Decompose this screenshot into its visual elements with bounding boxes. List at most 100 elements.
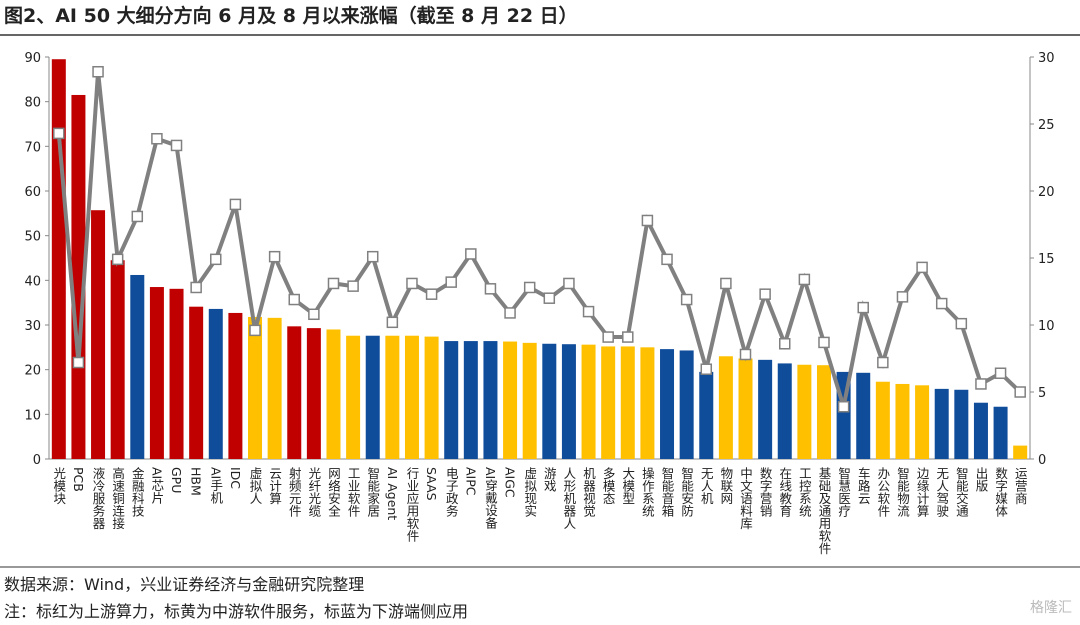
x-tick-label: 光模块 bbox=[51, 467, 66, 505]
x-tick-label: PCB bbox=[71, 467, 86, 492]
x-tick-label: GPU bbox=[169, 467, 184, 493]
y2-tick-label: 15 bbox=[1038, 252, 1055, 267]
x-tick-label: 虚拟人 bbox=[248, 467, 263, 505]
x-tick-label: 工控系统 bbox=[797, 467, 812, 518]
line-marker bbox=[798, 273, 811, 286]
bar bbox=[483, 341, 498, 459]
bar bbox=[306, 328, 321, 459]
line-marker bbox=[406, 277, 418, 290]
y2-tick-label: 20 bbox=[1038, 185, 1055, 200]
y2-tick-label: 10 bbox=[1038, 319, 1055, 334]
bar bbox=[130, 274, 145, 459]
bar bbox=[679, 350, 694, 459]
line-marker bbox=[386, 316, 399, 329]
line-marker bbox=[366, 250, 379, 263]
line-marker bbox=[151, 132, 163, 145]
x-tick-label: AIGC bbox=[503, 467, 518, 498]
line-marker bbox=[53, 127, 65, 140]
x-tick-label: 大模型 bbox=[620, 467, 635, 505]
line-marker bbox=[994, 367, 1007, 379]
y-tick-label: 0 bbox=[33, 453, 41, 468]
bar bbox=[189, 306, 204, 459]
bar bbox=[503, 341, 518, 459]
line-marker bbox=[877, 356, 889, 369]
bar bbox=[915, 385, 930, 459]
line-marker bbox=[268, 250, 281, 263]
y2-tick-label: 0 bbox=[1038, 453, 1046, 468]
bar bbox=[816, 365, 831, 459]
line-marker bbox=[700, 363, 713, 375]
y-tick-label: 40 bbox=[24, 274, 41, 289]
bar bbox=[660, 349, 675, 459]
y-tick-label: 20 bbox=[24, 364, 41, 379]
line-marker bbox=[779, 338, 791, 350]
line bbox=[56, 71, 1022, 408]
bar bbox=[248, 316, 263, 459]
line-marker bbox=[916, 261, 928, 274]
bar bbox=[149, 287, 164, 459]
bar bbox=[91, 210, 106, 459]
y2-tick-label: 25 bbox=[1038, 118, 1055, 133]
bar bbox=[1013, 445, 1028, 459]
line-marker bbox=[563, 277, 575, 290]
x-tick-label: 车路云 bbox=[856, 466, 871, 505]
line-marker bbox=[347, 280, 359, 292]
bar bbox=[561, 344, 576, 459]
x-tick-label: HBM bbox=[189, 467, 204, 496]
line-marker bbox=[857, 301, 869, 314]
line-marker bbox=[92, 65, 104, 78]
bar bbox=[934, 388, 949, 459]
line-marker bbox=[308, 308, 320, 321]
y-tick-label: 30 bbox=[24, 319, 41, 334]
bar bbox=[51, 59, 66, 459]
x-tick-label: 数字营销 bbox=[758, 466, 773, 517]
x-tick-label: 云计算 bbox=[267, 467, 282, 505]
x-tick-label: SAAS bbox=[424, 467, 439, 501]
line-marker bbox=[641, 214, 654, 227]
bar bbox=[895, 383, 910, 459]
x-tick-label: AI手机 bbox=[208, 467, 223, 505]
line-marker bbox=[170, 139, 183, 152]
x-tick-label: 智能物流 bbox=[895, 466, 910, 517]
line-marker bbox=[425, 288, 438, 300]
bar bbox=[581, 344, 596, 459]
bar bbox=[385, 335, 400, 459]
x-tick-label: 机器视觉 bbox=[581, 467, 596, 518]
bar bbox=[640, 347, 655, 459]
x-tick-label: 运营商 bbox=[1013, 467, 1028, 505]
x-tick-label: 智能安防 bbox=[679, 466, 694, 517]
x-tick-label: 虚拟现实 bbox=[522, 467, 537, 517]
x-tick-label: 人形机器人 bbox=[561, 467, 576, 530]
x-tick-label: AI穿戴设备 bbox=[483, 467, 498, 530]
x-tick-label: 基础及通用软件 bbox=[816, 467, 831, 555]
y-tick-label: 70 bbox=[24, 140, 41, 155]
line-marker bbox=[680, 293, 693, 306]
bar bbox=[463, 341, 478, 459]
bar bbox=[620, 346, 635, 459]
chart-title: 图2、AI 50 大细分方向 6 月及 8 月以来涨幅（截至 8 月 22 日） bbox=[4, 4, 578, 27]
x-tick-label: 高速铜连接 bbox=[110, 466, 125, 530]
bar bbox=[346, 335, 361, 459]
line-marker bbox=[975, 378, 987, 390]
bar bbox=[993, 406, 1008, 459]
bar bbox=[424, 336, 439, 459]
bar bbox=[758, 359, 773, 459]
x-tick-label: 金融科技 bbox=[130, 466, 145, 517]
y-tick-label: 90 bbox=[24, 51, 41, 66]
x-tick-label: 射频元件 bbox=[287, 466, 302, 517]
x-tick-label: 智慧医疗 bbox=[836, 466, 851, 518]
line-marker bbox=[935, 297, 948, 310]
note: 注：标红为上游算力，标黄为中游软件服务，标蓝为下游端侧应用 bbox=[4, 602, 468, 621]
x-tick-label: 无人驾驶 bbox=[934, 467, 949, 518]
line-marker bbox=[739, 348, 752, 361]
x-tick-label: 中文语料库 bbox=[738, 466, 753, 530]
bar bbox=[542, 343, 557, 459]
bar bbox=[875, 381, 890, 459]
line-marker bbox=[837, 400, 850, 413]
bar bbox=[404, 335, 419, 459]
x-tick-label: AIPC bbox=[463, 467, 478, 496]
line-marker bbox=[484, 283, 497, 295]
x-tick-label: 智能家居 bbox=[365, 466, 380, 518]
line-marker bbox=[661, 253, 673, 266]
